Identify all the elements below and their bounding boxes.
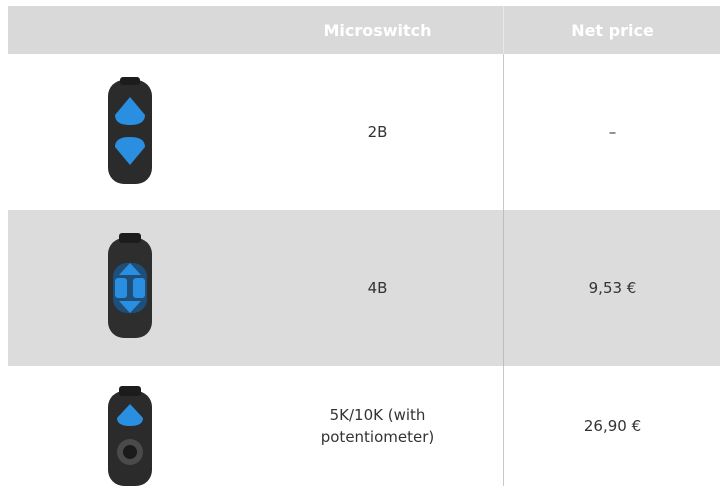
page: Microswitch Net price 2B – 4B 9,53 € bbox=[0, 0, 720, 486]
header-row: Microswitch Net price bbox=[8, 6, 720, 54]
microswitch-cell: 2B bbox=[252, 54, 503, 210]
remote-2b bbox=[105, 77, 155, 187]
table-row: 2B – bbox=[8, 54, 720, 210]
header-cell: Microswitch bbox=[252, 6, 503, 54]
microswitch-text: 5K/10K (with potentiometer) bbox=[305, 404, 450, 448]
product-image-cell bbox=[8, 210, 252, 366]
table-row: 5K/10K (with potentiometer) 26,90 € bbox=[8, 366, 720, 486]
product-image-cell bbox=[8, 366, 252, 486]
microswitch-cell: 5K/10K (with potentiometer) bbox=[252, 366, 503, 486]
price-cell: 9,53 € bbox=[503, 210, 720, 366]
product-image-cell bbox=[8, 54, 252, 210]
header-cell: Net price bbox=[503, 6, 720, 54]
price-cell: – bbox=[503, 54, 720, 210]
price-cell: 26,90 € bbox=[503, 366, 720, 486]
table-row: 4B 9,53 € bbox=[8, 210, 720, 366]
remote-potentiometer bbox=[105, 386, 155, 486]
microswitch-cell: 4B bbox=[252, 210, 503, 366]
remote-4b bbox=[105, 233, 155, 343]
